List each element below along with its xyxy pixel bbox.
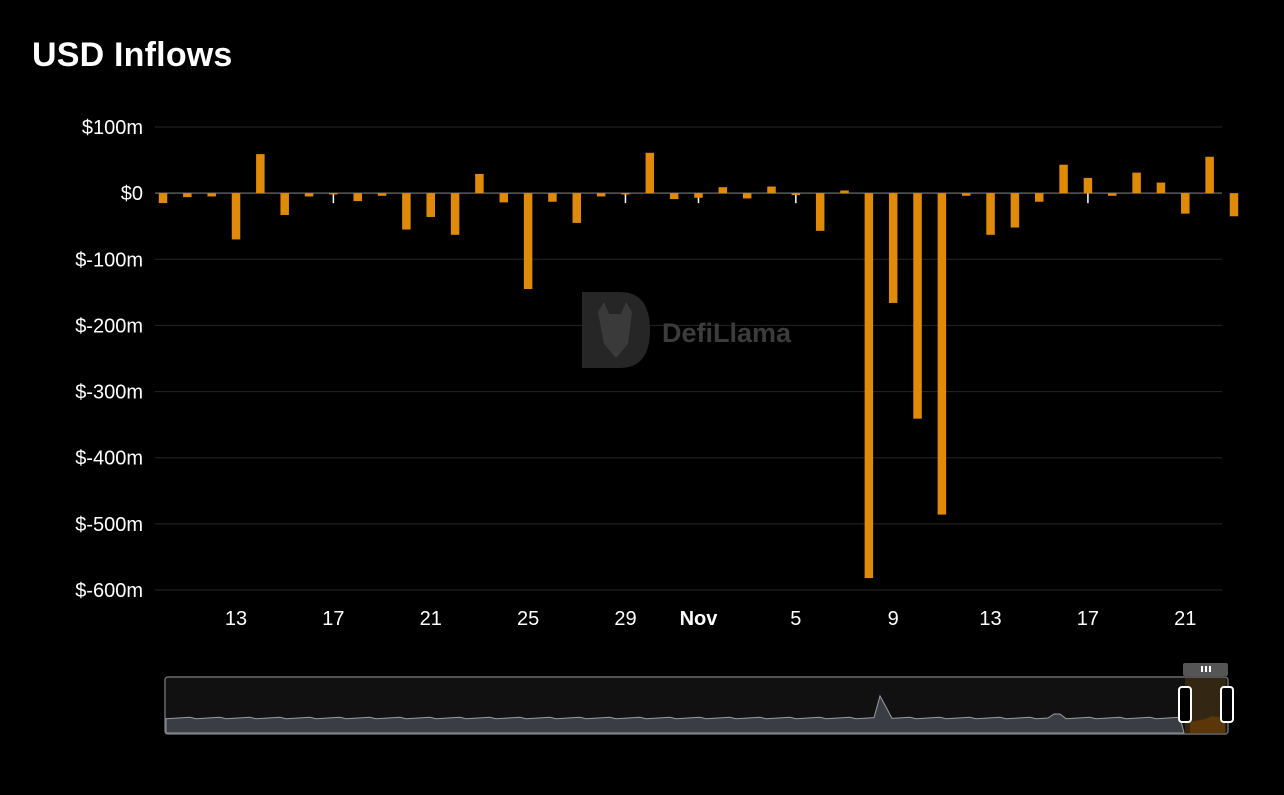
- grid-lines: [155, 126, 1222, 591]
- x-tick-label: Nov: [680, 608, 719, 630]
- x-tick-label: 13: [225, 608, 247, 630]
- zoom-overview-line: [165, 694, 1185, 734]
- zoom-left-handle[interactable]: [1178, 686, 1192, 723]
- x-tick-label: 25: [517, 608, 539, 630]
- x-tick-label: 21: [1174, 608, 1196, 630]
- x-tick-label: 17: [1077, 608, 1099, 630]
- y-tick-label: $100m: [82, 117, 143, 139]
- bar: [377, 193, 387, 196]
- x-axis-labels: 13 17 21 25 29 Nov 5 9 13 17 21: [225, 608, 1197, 630]
- bar: [596, 193, 606, 197]
- bar: [742, 193, 752, 199]
- bar: [548, 193, 557, 202]
- bar: [523, 193, 533, 290]
- bar: [572, 193, 582, 223]
- x-tick-label: 9: [888, 608, 899, 630]
- bar: [304, 193, 314, 197]
- bar: [231, 193, 241, 240]
- bar: [1010, 193, 1020, 228]
- bar: [888, 193, 898, 303]
- bar: [645, 152, 655, 194]
- bar: [621, 193, 630, 195]
- x-tick-label: 5: [790, 608, 801, 630]
- y-axis-labels: $100m $0 $-100m $-200m $-300m $-400m $-500m $-6…: [75, 117, 143, 602]
- bar: [1108, 193, 1117, 196]
- x-tick-label: 17: [322, 608, 344, 630]
- chart-title: USD Inflows: [32, 36, 233, 74]
- bar: [937, 193, 947, 515]
- bar: [864, 193, 874, 579]
- x-tick-label: 21: [420, 608, 442, 630]
- bar: [1229, 193, 1239, 217]
- data-zoom-slider[interactable]: [164, 663, 1234, 735]
- y-tick-label: $-300m: [75, 382, 143, 404]
- bar: [158, 193, 168, 204]
- bar: [1059, 164, 1068, 194]
- bar: [475, 173, 484, 194]
- bar: [791, 193, 801, 196]
- zoom-selected-area: [1190, 716, 1225, 733]
- x-tick-label: 13: [979, 608, 1001, 630]
- bar: [207, 193, 216, 197]
- bar: [1083, 177, 1093, 194]
- bar: [767, 186, 776, 194]
- bar: [329, 193, 338, 195]
- bar: [450, 193, 460, 235]
- bar: [961, 193, 971, 196]
- y-tick-label: $-400m: [75, 448, 143, 470]
- y-tick-label: $-200m: [75, 315, 143, 337]
- bar: [426, 193, 435, 217]
- y-tick-label: $0: [121, 183, 143, 205]
- bar: [256, 154, 265, 194]
- bar: [840, 190, 849, 194]
- watermark-text: DefiLlama: [662, 318, 792, 348]
- bar: [1034, 193, 1044, 202]
- zoom-right-handle[interactable]: [1220, 686, 1234, 723]
- bar: [353, 193, 362, 202]
- grip-icon: [1201, 666, 1211, 672]
- bar: [1181, 193, 1190, 214]
- y-tick-label: $-600m: [75, 580, 143, 602]
- bar: [280, 193, 289, 215]
- bar: [815, 193, 825, 231]
- bar: [913, 193, 922, 419]
- bar: [986, 193, 995, 235]
- bar: [1132, 172, 1141, 194]
- bar: [694, 193, 703, 198]
- bar: [669, 193, 679, 200]
- bar-series: [158, 152, 1239, 579]
- llama-face-icon: [598, 302, 632, 358]
- bar: [183, 193, 192, 198]
- bar: [402, 193, 411, 230]
- y-tick-label: $-500m: [75, 514, 143, 536]
- y-tick-label: $-100m: [75, 249, 143, 271]
- bar: [1156, 182, 1166, 194]
- watermark: DefiLlama: [582, 292, 792, 368]
- bar: [499, 193, 509, 203]
- bar: [718, 187, 728, 194]
- x-tick-label: 29: [614, 608, 636, 630]
- bar: [1205, 156, 1214, 194]
